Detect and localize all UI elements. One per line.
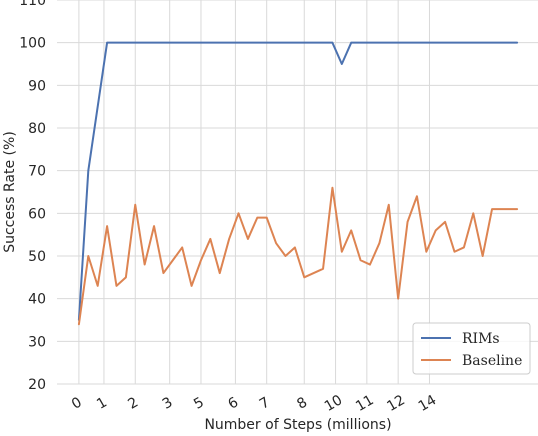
x-tick-label: 11 [353, 392, 376, 415]
x-axis-label: Number of Steps (millions) [204, 417, 391, 433]
series-line-rims [77, 41, 519, 321]
x-tick-label: 0 [69, 394, 85, 412]
y-tick-label: 100 [19, 36, 46, 52]
legend-label-rims: RIMs [462, 331, 500, 347]
x-tick-label: 6 [226, 394, 242, 412]
x-tick-label: 5 [191, 394, 207, 412]
y-tick-label: 60 [28, 206, 46, 222]
x-tick-label: 1 [94, 394, 110, 412]
x-tick-label: 8 [294, 394, 310, 412]
x-tick-label: 12 [384, 392, 407, 415]
y-tick-label: 90 [28, 78, 46, 94]
legend-box [412, 322, 531, 375]
legend: RIMs Baseline [412, 322, 531, 375]
y-axis-label: Success Rate (%) [2, 131, 18, 253]
legend-label-baseline: Baseline [462, 353, 522, 369]
y-tick-label: 50 [28, 249, 46, 265]
y-tick-label: 70 [28, 164, 46, 180]
y-tick-label: 80 [28, 121, 46, 137]
x-tick-label: 3 [160, 394, 176, 412]
x-tick-label: 7 [257, 394, 273, 412]
y-tick-label: 40 [28, 292, 46, 308]
y-tick-label: 20 [28, 377, 46, 393]
series-lines [77, 41, 519, 326]
x-tick-labels: 0 1 2 3 5 6 7 8 10 11 12 14 [69, 392, 439, 415]
y-tick-labels: 20 30 40 50 60 70 80 90 100 110 [19, 0, 46, 393]
y-tick-label: 30 [28, 334, 46, 350]
series-line-baseline [77, 186, 519, 326]
x-tick-label: 14 [416, 392, 440, 415]
x-tick-label: 10 [322, 392, 345, 415]
y-tick-label: 110 [19, 0, 46, 9]
x-tick-label: 2 [125, 394, 141, 412]
